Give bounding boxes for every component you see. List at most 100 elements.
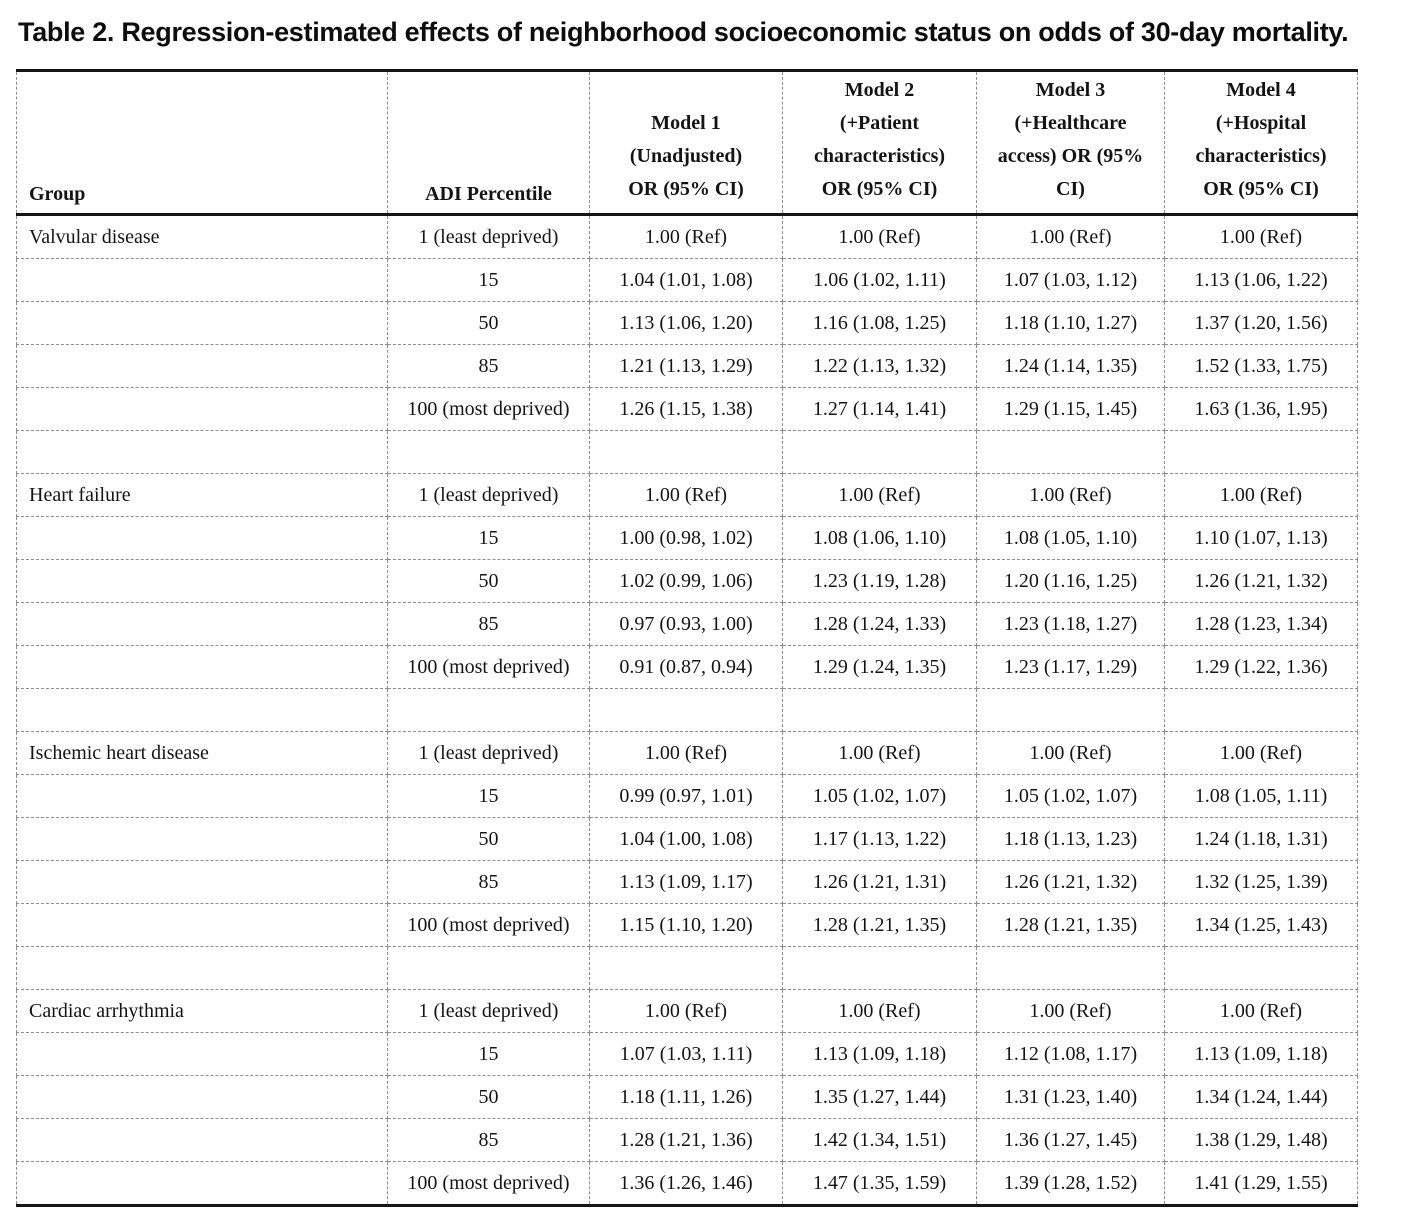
adi-percentile-cell: 15 bbox=[387, 258, 590, 302]
spacer-cell bbox=[16, 430, 388, 474]
or-value-cell: 1.00 (Ref) bbox=[589, 989, 783, 1033]
adi-percentile-cell: 50 bbox=[387, 817, 590, 861]
or-value-cell: 1.63 (1.36, 1.95) bbox=[1164, 387, 1358, 431]
group-name-cell bbox=[16, 344, 388, 388]
adi-percentile-cell: 100 (most deprived) bbox=[387, 645, 590, 689]
or-value-cell: 1.00 (Ref) bbox=[976, 989, 1165, 1033]
or-value-cell: 1.26 (1.21, 1.31) bbox=[782, 860, 977, 904]
group-name-cell bbox=[16, 387, 388, 431]
or-value-cell: 1.29 (1.15, 1.45) bbox=[976, 387, 1165, 431]
table-row: 85 1.28 (1.21, 1.36) 1.42 (1.34, 1.51) 1.36… bbox=[16, 1118, 1358, 1162]
group-name-cell bbox=[16, 774, 388, 818]
or-value-cell: 1.00 (Ref) bbox=[1164, 731, 1358, 775]
table-row: 50 1.02 (0.99, 1.06) 1.23 (1.19, 1.28) 1.20… bbox=[16, 559, 1358, 603]
spacer-cell bbox=[589, 430, 783, 474]
spacer-cell bbox=[589, 688, 783, 732]
or-value-cell: 1.39 (1.28, 1.52) bbox=[976, 1161, 1165, 1207]
or-value-cell: 1.37 (1.20, 1.56) bbox=[1164, 301, 1358, 345]
spacer-row bbox=[16, 946, 1358, 990]
or-value-cell: 1.26 (1.15, 1.38) bbox=[589, 387, 783, 431]
or-value-cell: 1.27 (1.14, 1.41) bbox=[782, 387, 977, 431]
or-value-cell: 1.23 (1.19, 1.28) bbox=[782, 559, 977, 603]
adi-percentile-cell: 85 bbox=[387, 602, 590, 646]
group-name-cell bbox=[16, 817, 388, 861]
or-value-cell: 1.13 (1.09, 1.18) bbox=[782, 1032, 977, 1076]
group-name-cell: Heart failure bbox=[16, 473, 388, 517]
table-row: 100 (most deprived) 1.36 (1.26, 1.46) 1.47… bbox=[16, 1161, 1358, 1207]
group-name-cell bbox=[16, 559, 388, 603]
adi-percentile-cell: 85 bbox=[387, 344, 590, 388]
group-name-cell bbox=[16, 1075, 388, 1119]
or-value-cell: 1.15 (1.10, 1.20) bbox=[589, 903, 783, 947]
or-value-cell: 1.18 (1.11, 1.26) bbox=[589, 1075, 783, 1119]
regression-table: Group ADI Percentile Model 1 (Unadjusted… bbox=[16, 69, 1358, 1207]
or-value-cell: 1.08 (1.06, 1.10) bbox=[782, 516, 977, 560]
or-value-cell: 1.04 (1.00, 1.08) bbox=[589, 817, 783, 861]
table-row: 50 1.04 (1.00, 1.08) 1.17 (1.13, 1.22) 1.18… bbox=[16, 817, 1358, 861]
or-value-cell: 1.28 (1.21, 1.36) bbox=[589, 1118, 783, 1162]
table-row: 100 (most deprived) 1.26 (1.15, 1.38) 1.27… bbox=[16, 387, 1358, 431]
or-value-cell: 1.00 (Ref) bbox=[589, 473, 783, 517]
table-row: 85 1.21 (1.13, 1.29) 1.22 (1.13, 1.32) 1.24… bbox=[16, 344, 1358, 388]
spacer-cell bbox=[387, 430, 590, 474]
spacer-cell bbox=[782, 688, 977, 732]
or-value-cell: 1.20 (1.16, 1.25) bbox=[976, 559, 1165, 603]
or-value-cell: 1.00 (Ref) bbox=[1164, 989, 1358, 1033]
or-value-cell: 1.00 (Ref) bbox=[1164, 214, 1358, 259]
table-row: 85 1.13 (1.09, 1.17) 1.26 (1.21, 1.31) 1.26… bbox=[16, 860, 1358, 904]
or-value-cell: 0.99 (0.97, 1.01) bbox=[589, 774, 783, 818]
or-value-cell: 1.00 (Ref) bbox=[782, 989, 977, 1033]
spacer-cell bbox=[976, 946, 1165, 990]
or-value-cell: 1.28 (1.21, 1.35) bbox=[976, 903, 1165, 947]
group-name-cell: Cardiac arrhythmia bbox=[16, 989, 388, 1033]
or-value-cell: 1.23 (1.17, 1.29) bbox=[976, 645, 1165, 689]
adi-percentile-cell: 100 (most deprived) bbox=[387, 1161, 590, 1207]
or-value-cell: 1.00 (Ref) bbox=[1164, 473, 1358, 517]
or-value-cell: 0.91 (0.87, 0.94) bbox=[589, 645, 783, 689]
adi-percentile-cell: 1 (least deprived) bbox=[387, 989, 590, 1033]
or-value-cell: 1.18 (1.13, 1.23) bbox=[976, 817, 1165, 861]
or-value-cell: 1.38 (1.29, 1.48) bbox=[1164, 1118, 1358, 1162]
or-value-cell: 1.26 (1.21, 1.32) bbox=[976, 860, 1165, 904]
or-value-cell: 1.24 (1.18, 1.31) bbox=[1164, 817, 1358, 861]
adi-percentile-cell: 50 bbox=[387, 559, 590, 603]
spacer-cell bbox=[1164, 688, 1358, 732]
group-name-cell bbox=[16, 1118, 388, 1162]
or-value-cell: 1.18 (1.10, 1.27) bbox=[976, 301, 1165, 345]
or-value-cell: 1.00 (0.98, 1.02) bbox=[589, 516, 783, 560]
or-value-cell: 1.28 (1.24, 1.33) bbox=[782, 602, 977, 646]
group-name-cell bbox=[16, 516, 388, 560]
or-value-cell: 1.31 (1.23, 1.40) bbox=[976, 1075, 1165, 1119]
or-value-cell: 1.04 (1.01, 1.08) bbox=[589, 258, 783, 302]
table-body: Valvular disease 1 (least deprived) 1.00 (… bbox=[16, 214, 1358, 1207]
or-value-cell: 1.47 (1.35, 1.59) bbox=[782, 1161, 977, 1207]
or-value-cell: 1.13 (1.09, 1.17) bbox=[589, 860, 783, 904]
header-model-4: Model 4 (+Hospital characteristics) OR (… bbox=[1164, 69, 1358, 216]
or-value-cell: 1.07 (1.03, 1.11) bbox=[589, 1032, 783, 1076]
or-value-cell: 1.28 (1.21, 1.35) bbox=[782, 903, 977, 947]
or-value-cell: 1.22 (1.13, 1.32) bbox=[782, 344, 977, 388]
or-value-cell: 1.35 (1.27, 1.44) bbox=[782, 1075, 977, 1119]
or-value-cell: 1.17 (1.13, 1.22) bbox=[782, 817, 977, 861]
adi-percentile-cell: 85 bbox=[387, 860, 590, 904]
adi-percentile-cell: 50 bbox=[387, 301, 590, 345]
group-name-cell: Ischemic heart disease bbox=[16, 731, 388, 775]
table-row: 50 1.13 (1.06, 1.20) 1.16 (1.08, 1.25) 1.18… bbox=[16, 301, 1358, 345]
header-adi-percentile: ADI Percentile bbox=[387, 69, 590, 216]
or-value-cell: 1.24 (1.14, 1.35) bbox=[976, 344, 1165, 388]
or-value-cell: 1.36 (1.26, 1.46) bbox=[589, 1161, 783, 1207]
table-row: Ischemic heart disease 1 (least deprived)… bbox=[16, 731, 1358, 775]
adi-percentile-cell: 50 bbox=[387, 1075, 590, 1119]
adi-percentile-cell: 1 (least deprived) bbox=[387, 214, 590, 259]
group-name-cell bbox=[16, 860, 388, 904]
or-value-cell: 1.16 (1.08, 1.25) bbox=[782, 301, 977, 345]
spacer-cell bbox=[387, 688, 590, 732]
or-value-cell: 1.10 (1.07, 1.13) bbox=[1164, 516, 1358, 560]
or-value-cell: 1.06 (1.02, 1.11) bbox=[782, 258, 977, 302]
or-value-cell: 1.36 (1.27, 1.45) bbox=[976, 1118, 1165, 1162]
table-row: Valvular disease 1 (least deprived) 1.00 (… bbox=[16, 214, 1358, 259]
or-value-cell: 1.00 (Ref) bbox=[589, 214, 783, 259]
spacer-cell bbox=[782, 946, 977, 990]
adi-percentile-cell: 100 (most deprived) bbox=[387, 387, 590, 431]
